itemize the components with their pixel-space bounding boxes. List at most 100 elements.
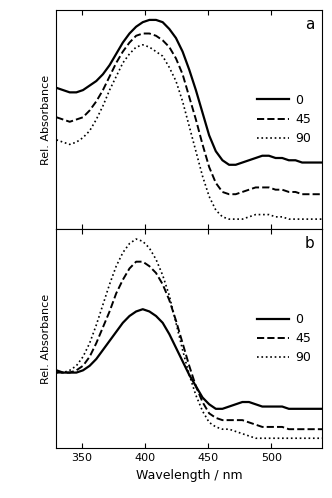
90 bbox=[267, 435, 271, 441]
90 bbox=[320, 216, 324, 222]
90 bbox=[194, 392, 198, 398]
45 bbox=[154, 33, 158, 39]
0 bbox=[260, 403, 264, 409]
90 bbox=[174, 320, 178, 326]
90 bbox=[280, 435, 284, 441]
0 bbox=[201, 110, 205, 116]
45 bbox=[94, 99, 98, 105]
90 bbox=[167, 293, 171, 299]
45 bbox=[68, 370, 72, 375]
45 bbox=[234, 191, 238, 197]
45 bbox=[254, 422, 258, 428]
0 bbox=[174, 35, 178, 41]
45 bbox=[167, 297, 171, 303]
45 bbox=[81, 363, 85, 369]
45 bbox=[293, 426, 297, 432]
0 bbox=[74, 370, 78, 375]
45 bbox=[280, 187, 284, 193]
0 bbox=[234, 401, 238, 407]
0 bbox=[81, 368, 85, 374]
90 bbox=[68, 141, 72, 147]
90 bbox=[313, 216, 317, 222]
0 bbox=[181, 358, 185, 364]
90 bbox=[293, 216, 297, 222]
45 bbox=[267, 424, 271, 430]
45 bbox=[147, 30, 151, 36]
90 bbox=[214, 207, 218, 213]
45 bbox=[227, 191, 231, 197]
45 bbox=[187, 363, 191, 369]
90 bbox=[187, 124, 191, 129]
0 bbox=[81, 87, 85, 93]
45 bbox=[313, 191, 317, 197]
45 bbox=[274, 424, 278, 430]
0 bbox=[141, 19, 145, 25]
Line: 0: 0 bbox=[56, 20, 322, 165]
90 bbox=[187, 372, 191, 378]
90 bbox=[81, 134, 85, 140]
45 bbox=[214, 180, 218, 186]
0 bbox=[214, 148, 218, 154]
90 bbox=[181, 347, 185, 353]
0 bbox=[274, 155, 278, 161]
90 bbox=[161, 272, 165, 278]
90 bbox=[161, 53, 165, 59]
90 bbox=[127, 241, 131, 247]
90 bbox=[201, 408, 205, 414]
90 bbox=[61, 370, 65, 375]
0 bbox=[227, 162, 231, 168]
0 bbox=[240, 159, 244, 165]
90 bbox=[61, 139, 65, 145]
90 bbox=[220, 426, 224, 432]
90 bbox=[307, 435, 311, 441]
90 bbox=[260, 212, 264, 218]
90 bbox=[101, 103, 105, 109]
90 bbox=[114, 74, 118, 80]
45 bbox=[267, 184, 271, 190]
0 bbox=[247, 399, 251, 405]
45 bbox=[247, 187, 251, 193]
45 bbox=[81, 114, 85, 120]
90 bbox=[194, 148, 198, 154]
90 bbox=[287, 435, 291, 441]
45 bbox=[134, 33, 138, 39]
0 bbox=[207, 401, 211, 407]
0 bbox=[54, 85, 58, 91]
90 bbox=[54, 370, 58, 375]
Line: 90: 90 bbox=[56, 45, 322, 219]
90 bbox=[121, 249, 125, 255]
45 bbox=[287, 189, 291, 195]
45 bbox=[300, 191, 304, 197]
90 bbox=[108, 281, 112, 287]
90 bbox=[74, 363, 78, 369]
90 bbox=[214, 424, 218, 430]
0 bbox=[127, 30, 131, 36]
90 bbox=[227, 426, 231, 432]
45 bbox=[108, 74, 112, 80]
45 bbox=[88, 108, 92, 114]
0 bbox=[307, 406, 311, 412]
90 bbox=[88, 128, 92, 134]
0 bbox=[247, 157, 251, 163]
45 bbox=[227, 417, 231, 423]
0 bbox=[134, 24, 138, 30]
45 bbox=[280, 424, 284, 430]
45 bbox=[181, 340, 185, 346]
0 bbox=[187, 67, 191, 73]
45 bbox=[247, 419, 251, 425]
0 bbox=[101, 347, 105, 353]
90 bbox=[167, 64, 171, 70]
0 bbox=[260, 153, 264, 159]
45 bbox=[240, 417, 244, 423]
90 bbox=[114, 263, 118, 269]
45 bbox=[127, 39, 131, 45]
Line: 45: 45 bbox=[56, 33, 322, 194]
90 bbox=[300, 435, 304, 441]
Y-axis label: Rel. Absorbance: Rel. Absorbance bbox=[41, 294, 51, 383]
45 bbox=[114, 60, 118, 66]
Line: 45: 45 bbox=[56, 261, 322, 429]
45 bbox=[234, 417, 238, 423]
45 bbox=[161, 281, 165, 287]
90 bbox=[234, 428, 238, 434]
0 bbox=[147, 17, 151, 23]
